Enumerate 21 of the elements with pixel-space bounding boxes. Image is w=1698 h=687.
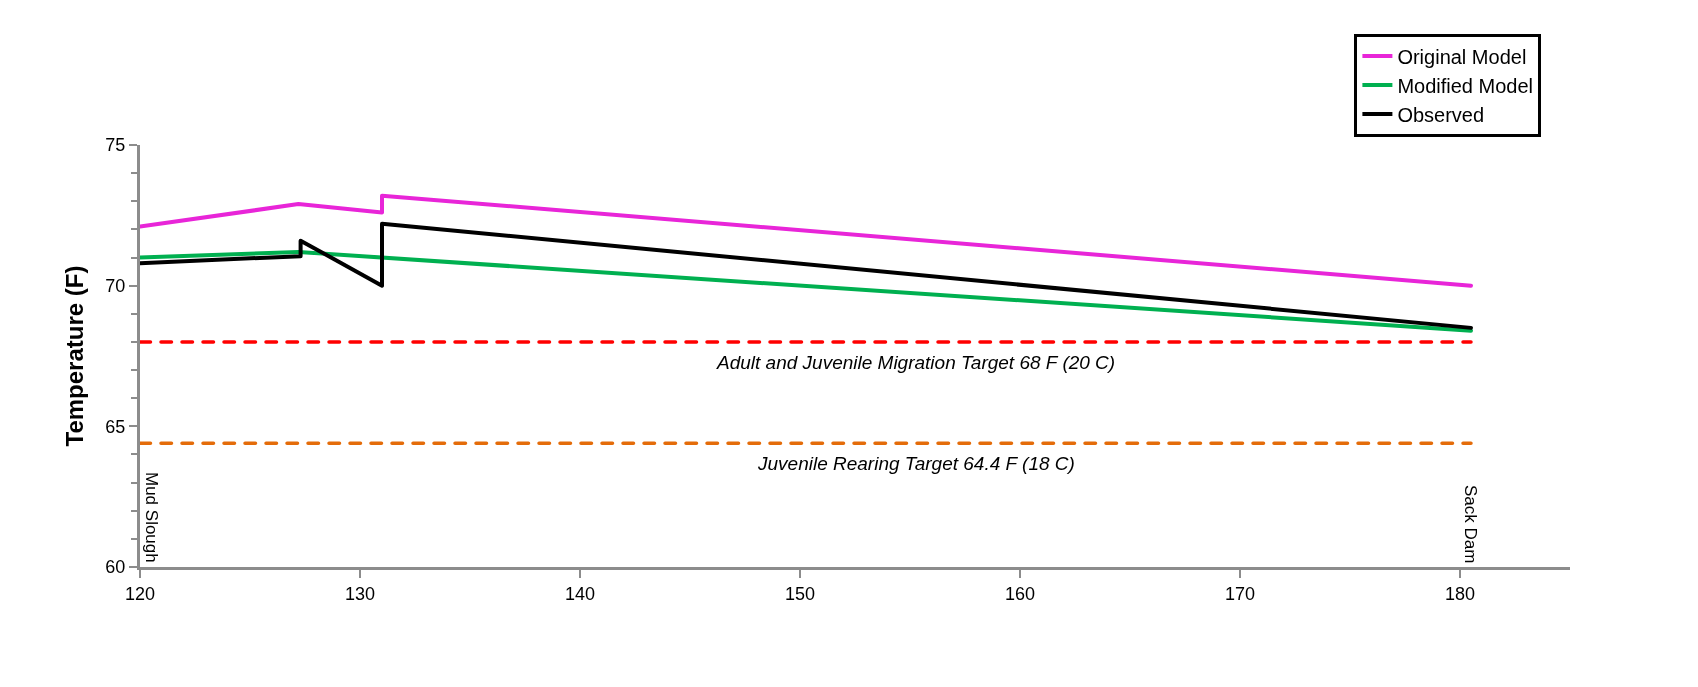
legend-label: Original Model xyxy=(1397,45,1527,68)
x-tick-label: 140 xyxy=(564,583,596,604)
y-axis-title: Temperature (F) xyxy=(61,265,89,447)
ref-line-label: Adult and Juvenile Migration Target 68 F (20 C) xyxy=(716,352,1116,373)
y-tick-label: 75 xyxy=(105,135,126,156)
x-tick-label: 160 xyxy=(1004,583,1036,604)
x-tick-label: 180 xyxy=(1444,583,1476,604)
x-tick-label: 120 xyxy=(124,583,156,604)
annotation: Mud Slough xyxy=(142,472,161,563)
line-series xyxy=(140,193,1473,288)
ref-line-label: Juvenile Rearing Target 64.4 F (18 C) xyxy=(757,453,1075,474)
line-series xyxy=(140,221,1473,330)
annotation: Sack Dam xyxy=(1461,485,1480,564)
y-tick-label: 70 xyxy=(105,275,126,296)
legend-label: Modified Model xyxy=(1397,74,1534,97)
y-tick-label: 65 xyxy=(105,416,126,437)
x-tick-label: 130 xyxy=(344,583,376,604)
x-tick-label: 150 xyxy=(784,583,816,604)
x-tick-label: 170 xyxy=(1224,583,1256,604)
y-tick-label: 60 xyxy=(105,557,126,578)
legend-label: Observed xyxy=(1397,103,1485,126)
